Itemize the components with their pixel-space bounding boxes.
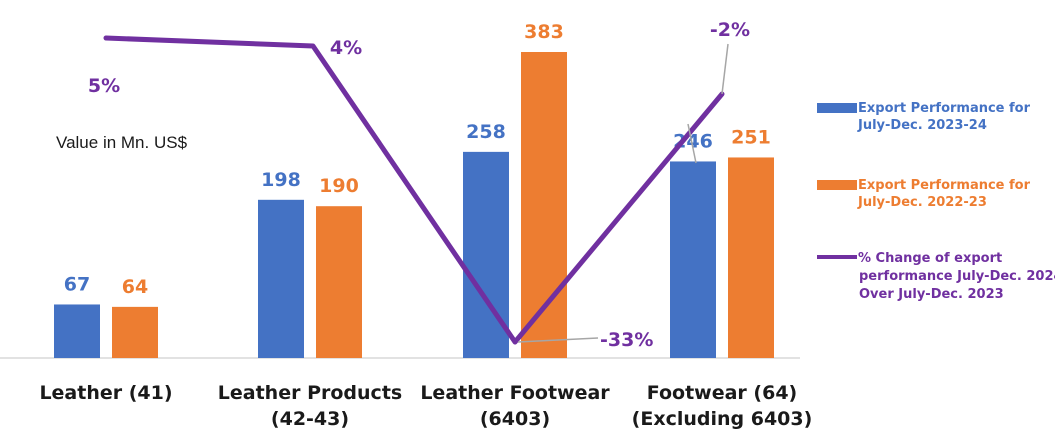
category-label-1: Leather (41) <box>39 382 172 404</box>
value-label-series-1-3: 258 <box>466 121 506 143</box>
category-label-4-line-2: (Excluding 6403) <box>632 408 813 430</box>
category-label-3-line-1: Leather Footwear <box>420 382 610 404</box>
percent-label-3: -33% <box>600 329 653 351</box>
percent-change-line <box>103 35 725 345</box>
value-label-series-2-1: 64 <box>122 276 148 298</box>
legend-swatch-series-2 <box>817 180 857 190</box>
legend-label-line-series-line-2: performance July-Dec. 2024 <box>859 269 1055 284</box>
value-label-series-2-3: 383 <box>524 21 564 43</box>
value-label-series-2-4: 251 <box>731 126 771 148</box>
legend-label-series-2-line-2: July-Dec. 2022-23 <box>857 195 987 210</box>
legend-label-series-1-line-1: Export Performance for <box>858 101 1031 116</box>
legend-label-series-1-line-2: July-Dec. 2023-24 <box>857 118 987 133</box>
category-label-4-line-1: Footwear (64) <box>647 382 797 404</box>
bar-series-2-1 <box>112 306 158 358</box>
leader-line-3 <box>517 337 599 343</box>
bar-series-1-1 <box>54 304 100 358</box>
category-label-2-line-2: (42-43) <box>271 408 349 430</box>
category-label-3-line-2: (6403) <box>480 408 550 430</box>
percent-label-2: 4% <box>330 37 362 59</box>
value-label-series-1-1: 67 <box>64 273 90 295</box>
bar-series-1-2 <box>258 199 304 358</box>
value-label-series-2-2: 190 <box>319 175 359 197</box>
category-label-2-line-1: Leather Products <box>218 382 402 404</box>
leader-line-4 <box>721 43 729 95</box>
percent-label-1: 5% <box>88 75 120 97</box>
value-label-series-1-2: 198 <box>261 169 301 191</box>
unit-note: Value in Mn. US$ <box>56 133 188 152</box>
bar-series-2-3 <box>521 52 567 358</box>
leader-line-5 <box>687 123 697 164</box>
legend-swatch-series-1 <box>817 103 857 113</box>
legend-label-line-series-line-3: Over July-Dec. 2023 <box>859 287 1004 302</box>
bar-series-1-4 <box>670 161 716 358</box>
legend-label-series-2-line-1: Export Performance for <box>858 178 1031 193</box>
legend-label-line-series-line-1: % Change of export <box>858 251 1002 266</box>
bar-series-2-4 <box>728 157 774 358</box>
bar-series-2-2 <box>316 206 362 358</box>
percent-label-4: -2% <box>710 19 750 41</box>
value-label-series-1-4: 246 <box>673 130 713 152</box>
